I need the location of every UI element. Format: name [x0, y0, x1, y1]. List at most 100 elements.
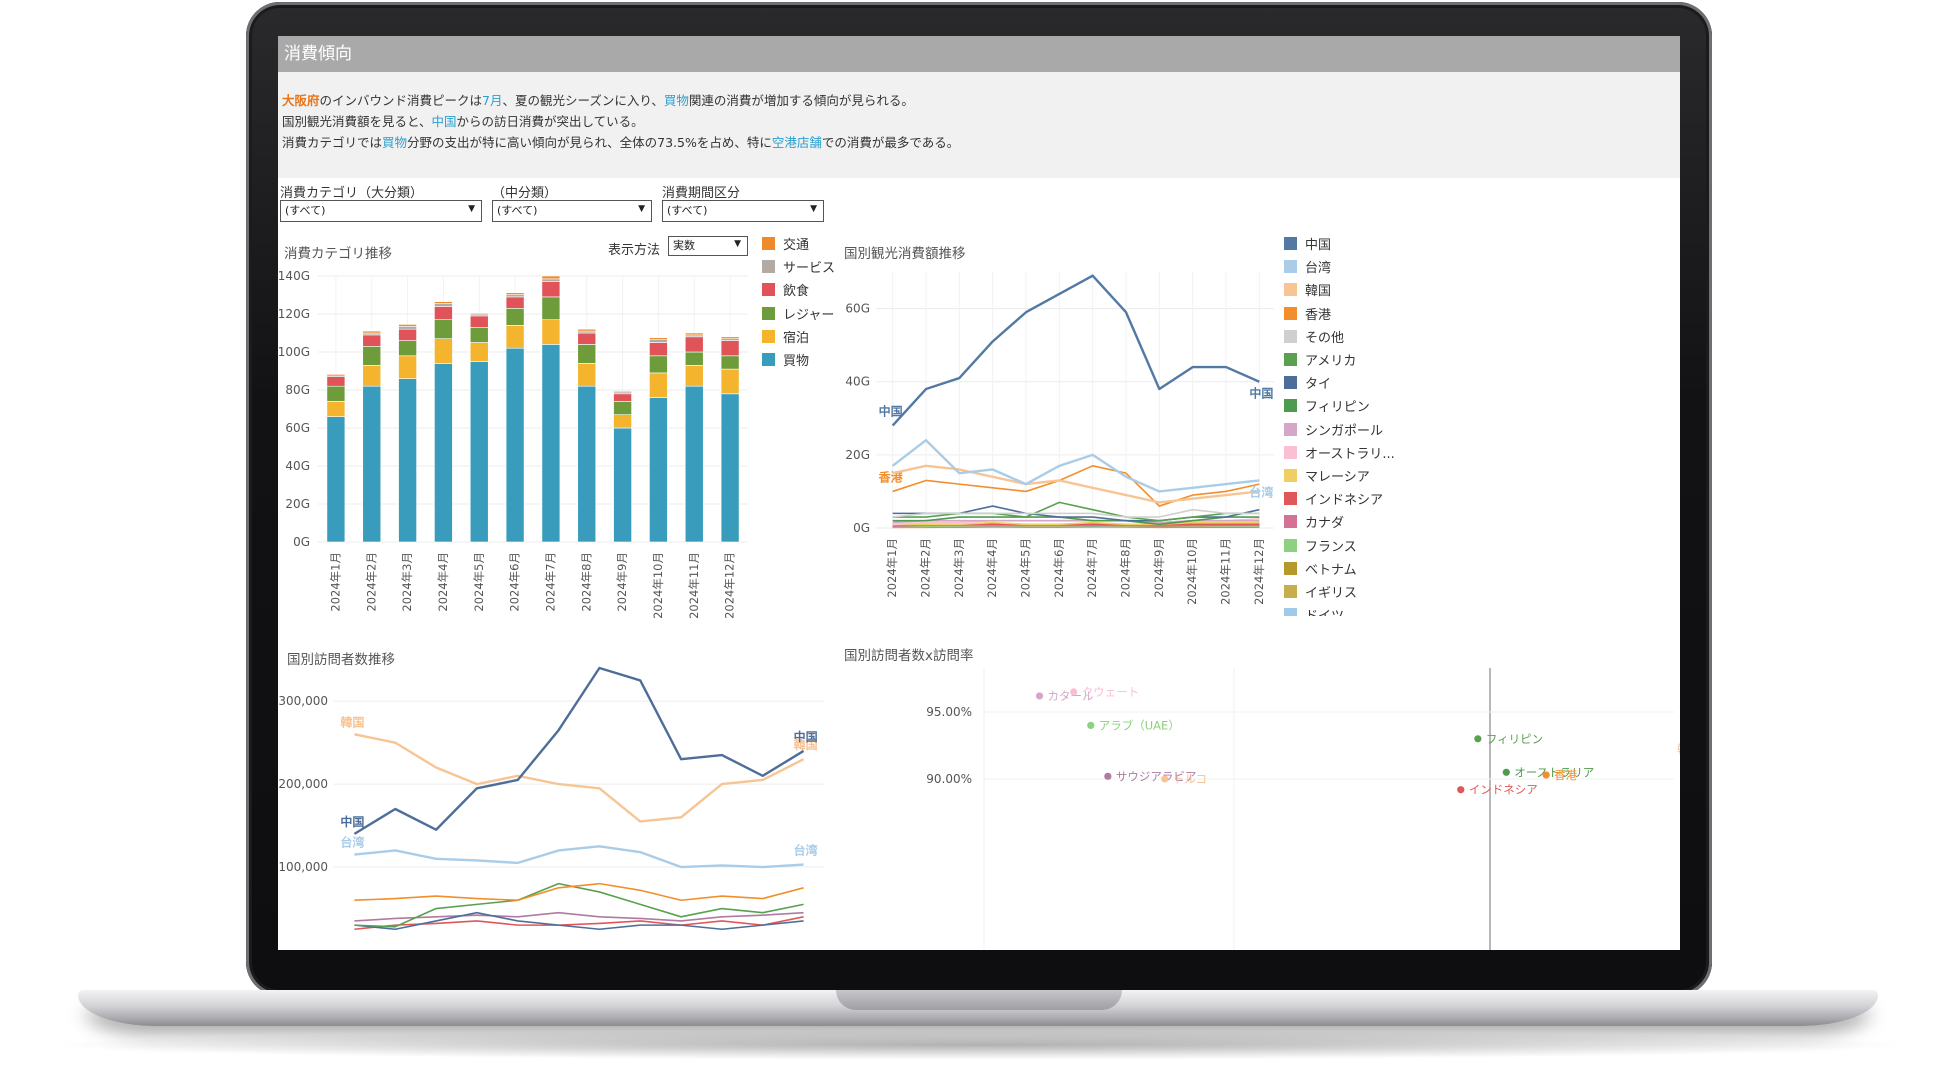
bar-segment[interactable] [684, 351, 704, 366]
bar-segment[interactable] [613, 427, 632, 543]
legend-item[interactable]: 韓国 [1284, 278, 1395, 301]
bar-segment[interactable] [577, 363, 597, 387]
category-major-select[interactable]: (すべて) ▼ [280, 200, 482, 222]
bar-segment[interactable] [613, 401, 632, 415]
bar-segment[interactable] [649, 342, 668, 357]
bar-segment[interactable] [326, 376, 346, 387]
bar-segment[interactable] [541, 319, 561, 345]
bar-segment[interactable] [505, 307, 525, 326]
legend-item[interactable]: オーストラリ... [1284, 441, 1395, 464]
legend-item[interactable]: 中国 [1284, 232, 1395, 255]
legend-item[interactable]: アメリカ [1284, 348, 1395, 371]
bar-segment[interactable] [469, 312, 489, 315]
bar-segment[interactable] [720, 336, 740, 340]
bar-segment[interactable] [469, 327, 489, 343]
bar-segment[interactable] [398, 326, 417, 330]
legend-item[interactable]: その他 [1284, 325, 1395, 348]
bar-segment[interactable] [469, 361, 489, 543]
bar-segment[interactable] [362, 330, 382, 334]
bar-segment[interactable] [469, 342, 489, 362]
legend-item[interactable]: 飲食 [762, 278, 835, 301]
series-line[interactable] [892, 508, 1260, 518]
legend-item[interactable]: インドネシア [1284, 487, 1395, 510]
scatter-point[interactable] [1502, 768, 1510, 776]
bar-segment[interactable] [577, 385, 597, 543]
bar-segment[interactable] [577, 332, 597, 345]
legend-item[interactable]: フランス [1284, 533, 1395, 556]
bar-segment[interactable] [720, 368, 740, 395]
legend-item[interactable]: 台湾 [1284, 255, 1395, 278]
bar-segment[interactable] [541, 275, 561, 280]
bar-segment[interactable] [649, 337, 668, 340]
series-line[interactable] [892, 465, 1260, 507]
bar-segment[interactable] [720, 340, 740, 357]
scatter-point[interactable] [1104, 772, 1112, 780]
bar-segment[interactable] [720, 393, 740, 543]
bar-segment[interactable] [362, 365, 382, 387]
bar-segment[interactable] [326, 401, 346, 417]
bar-segment[interactable] [398, 328, 417, 341]
scatter-point[interactable] [1087, 721, 1095, 729]
bar-segment[interactable] [434, 301, 453, 304]
dropdown-arrow-icon[interactable]: ▼ [468, 204, 475, 214]
bar-segment[interactable] [434, 363, 453, 543]
bar-segment[interactable] [362, 346, 382, 366]
dropdown-arrow-icon[interactable]: ▼ [734, 239, 741, 249]
bar-segment[interactable] [326, 373, 346, 376]
bar-segment[interactable] [649, 372, 668, 398]
series-line[interactable] [892, 521, 1260, 526]
bar-segment[interactable] [505, 294, 525, 298]
series-line[interactable] [354, 882, 804, 902]
legend-item[interactable]: シンガポール [1284, 418, 1395, 441]
dropdown-arrow-icon[interactable]: ▼ [638, 204, 645, 214]
bar-segment[interactable] [684, 336, 704, 353]
bar-segment[interactable] [505, 325, 525, 349]
bar-segment[interactable] [434, 319, 453, 340]
bar-segment[interactable] [541, 281, 561, 298]
bar-segment[interactable] [434, 338, 453, 364]
series-line[interactable] [892, 516, 1260, 526]
series-line[interactable] [354, 916, 804, 931]
legend-item[interactable]: 香港 [1284, 302, 1395, 325]
series-line[interactable] [354, 911, 804, 931]
legend-item[interactable]: ベトナム [1284, 557, 1395, 580]
legend-item[interactable]: 宿泊 [762, 325, 835, 348]
bar-segment[interactable] [541, 296, 561, 321]
bar-segment[interactable] [649, 339, 668, 343]
legend-item[interactable]: マレーシア [1284, 464, 1395, 487]
legend-item[interactable]: ドイツ [1284, 603, 1395, 616]
scatter-point[interactable] [1161, 775, 1169, 783]
bar-segment[interactable] [326, 416, 346, 543]
legend-item[interactable]: カナダ [1284, 510, 1395, 533]
bar-segment[interactable] [398, 340, 417, 357]
series-line[interactable] [354, 845, 804, 869]
scatter-point[interactable] [1035, 692, 1044, 700]
series-line[interactable] [354, 911, 804, 922]
bar-segment[interactable] [613, 414, 632, 429]
legend-item[interactable]: サービス [762, 255, 835, 278]
bar-segment[interactable] [541, 278, 561, 283]
bar-segment[interactable] [326, 385, 346, 402]
series-line[interactable] [354, 733, 805, 823]
bar-segment[interactable] [613, 390, 632, 393]
bar-segment[interactable] [720, 355, 740, 370]
legend-item[interactable]: レジャー [762, 302, 835, 325]
series-line[interactable] [353, 666, 805, 835]
series-line[interactable] [354, 882, 804, 928]
legend-item[interactable]: フィリピン [1284, 394, 1395, 417]
legend-item[interactable]: 買物 [762, 348, 835, 371]
bar-segment[interactable] [398, 324, 417, 327]
series-line[interactable] [891, 274, 1260, 427]
scatter-point[interactable] [1070, 688, 1078, 696]
bar-segment[interactable] [362, 334, 382, 347]
legend-item[interactable]: タイ [1284, 371, 1395, 394]
dropdown-arrow-icon[interactable]: ▼ [810, 204, 817, 214]
bar-segment[interactable] [505, 296, 525, 309]
bar-segment[interactable] [505, 292, 525, 295]
bar-segment[interactable] [649, 397, 668, 543]
period-select[interactable]: (すべて) ▼ [662, 200, 824, 222]
scatter-point[interactable] [1457, 786, 1465, 794]
display-method-select[interactable]: 実数 ▼ [668, 236, 748, 256]
legend-item[interactable]: イギリス [1284, 580, 1395, 603]
bar-segment[interactable] [362, 385, 382, 543]
